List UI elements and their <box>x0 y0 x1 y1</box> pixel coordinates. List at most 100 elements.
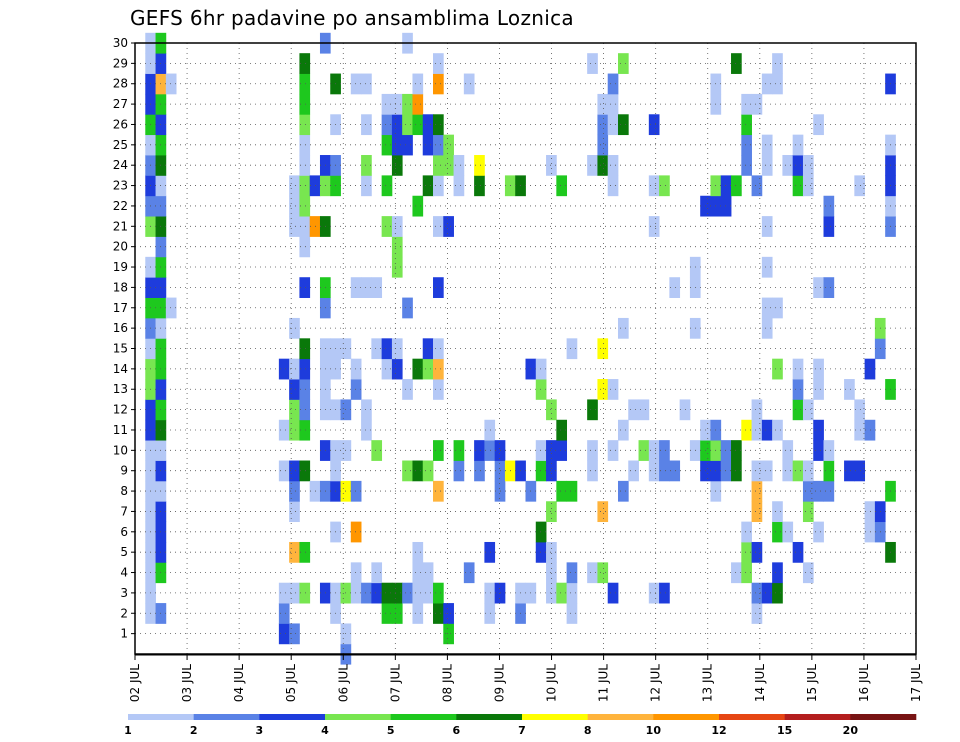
heatmap-cell <box>669 460 681 482</box>
heatmap-cell <box>433 155 444 176</box>
heatmap-cell <box>299 216 311 237</box>
heatmap-cell <box>484 419 496 441</box>
heatmap-cell <box>823 480 835 502</box>
legend-label: 15 <box>777 724 792 737</box>
heatmap-cell <box>484 440 496 461</box>
heatmap-cell <box>391 603 403 624</box>
y-tick-label: 25 <box>113 138 128 152</box>
heatmap-cell <box>731 175 742 197</box>
heatmap-cell <box>566 480 578 502</box>
heatmap-cell <box>792 175 804 197</box>
heatmap-cell <box>433 440 444 461</box>
heatmap-cell <box>566 582 578 604</box>
heatmap-cell <box>484 541 496 563</box>
legend-swatch <box>390 714 457 720</box>
heatmap-cell <box>823 440 835 461</box>
heatmap-cell <box>751 93 763 115</box>
heatmap-cell <box>823 195 835 217</box>
y-tick-label: 24 <box>113 158 128 172</box>
heatmap-cell <box>854 399 866 421</box>
heatmap-cell <box>433 73 444 95</box>
heatmap-cell <box>802 175 814 197</box>
heatmap-cell <box>864 501 876 523</box>
legend-label: 10 <box>646 724 662 737</box>
heatmap-cell <box>371 582 383 604</box>
heatmap-cell <box>299 541 311 563</box>
heatmap-cell <box>617 317 629 339</box>
heatmap-cell <box>453 155 465 176</box>
heatmap-cell <box>299 399 311 421</box>
heatmap-cell <box>617 480 629 502</box>
heatmap-cell <box>751 603 763 624</box>
heatmap-cell <box>381 134 393 156</box>
x-tick-label: 14 JUL <box>753 664 767 702</box>
heatmap-cell <box>782 155 794 176</box>
heatmap-cell <box>761 155 773 176</box>
heatmap-cell <box>556 480 568 502</box>
heatmap-cell <box>761 256 773 278</box>
heatmap-cell <box>433 114 444 136</box>
y-tick-label: 20 <box>113 240 128 254</box>
y-tick-label: 12 <box>113 403 128 417</box>
heatmap-cell <box>813 480 824 502</box>
heatmap-cell <box>443 623 454 645</box>
heatmap-cell <box>792 379 804 400</box>
heatmap-cell <box>463 73 475 95</box>
heatmap-cell <box>741 93 752 115</box>
heatmap-cell <box>741 155 752 176</box>
heatmap-cell <box>535 460 547 482</box>
heatmap-cell <box>433 582 444 604</box>
heatmap-cell <box>299 73 311 95</box>
legend-swatch <box>259 714 326 720</box>
legend-swatch <box>719 714 785 720</box>
heatmap-cell <box>597 134 609 156</box>
heatmap-cell <box>474 460 485 482</box>
heatmap-cell <box>299 358 311 380</box>
heatmap-cell <box>844 460 855 482</box>
heatmap-cell <box>556 175 568 197</box>
heatmap-cell <box>299 338 311 360</box>
legend-swatch <box>784 714 851 720</box>
heatmap-cell <box>289 541 300 563</box>
heatmap-cell <box>792 460 804 482</box>
heatmap-cell <box>597 562 609 584</box>
legend-label: 3 <box>256 724 264 737</box>
heatmap-cell <box>741 114 752 136</box>
heatmap-cell <box>289 419 300 441</box>
legend-swatch <box>193 714 260 720</box>
heatmap-cell <box>617 419 629 441</box>
heatmap-cell <box>289 460 300 482</box>
heatmap-cell <box>731 460 742 482</box>
heatmap-cell <box>741 521 752 543</box>
heatmap-cell <box>597 338 609 360</box>
heatmap-cell <box>659 582 670 604</box>
heatmap-cell <box>556 419 568 441</box>
heatmap-cell <box>782 521 794 543</box>
heatmap-cell <box>350 521 362 543</box>
heatmap-cell <box>391 236 403 258</box>
heatmap-cell <box>720 440 732 461</box>
heatmap-cell <box>761 216 773 237</box>
heatmap-cell <box>802 155 814 176</box>
x-tick-label: 15 JUL <box>805 664 819 702</box>
heatmap-cell <box>299 114 311 136</box>
heatmap-cell <box>412 541 424 563</box>
heatmap-cell <box>720 195 732 217</box>
heatmap-cell <box>792 134 804 156</box>
heatmap-cell <box>823 277 835 298</box>
heatmap-cell <box>433 603 444 624</box>
x-tick-label: 09 JUL <box>492 664 506 702</box>
heatmap-cell <box>381 358 393 380</box>
heatmap-cell <box>299 93 311 115</box>
heatmap-cell <box>289 501 300 523</box>
heatmap-cell <box>361 175 372 197</box>
heatmap-cell <box>751 399 763 421</box>
heatmap-cell <box>391 155 403 176</box>
heatmap-cell <box>546 501 557 523</box>
heatmap-cell <box>474 175 485 197</box>
heatmap-cell <box>556 440 568 461</box>
heatmap-cell <box>556 582 568 604</box>
y-tick-label: 28 <box>113 77 128 91</box>
heatmap-cell <box>361 277 372 298</box>
heatmap-cell <box>350 277 362 298</box>
